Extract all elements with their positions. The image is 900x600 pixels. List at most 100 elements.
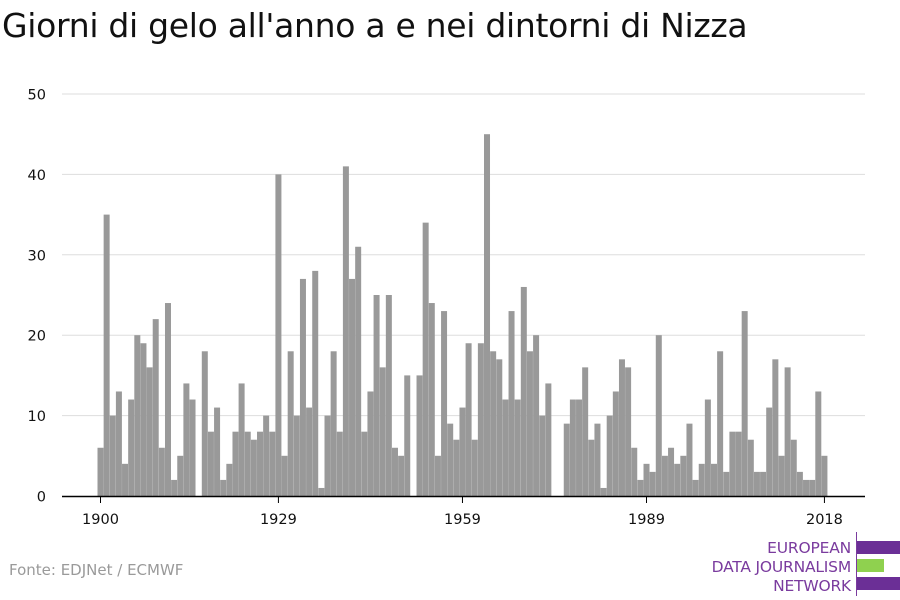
y-tick-label: 10 bbox=[28, 409, 46, 425]
bar-1950 bbox=[404, 375, 411, 496]
x-tick-label: 1959 bbox=[444, 512, 481, 528]
bar-1928 bbox=[269, 431, 276, 496]
bar-1990 bbox=[649, 471, 656, 496]
bar-1989 bbox=[643, 463, 650, 496]
bar-2001 bbox=[717, 351, 724, 496]
bar-1924 bbox=[244, 431, 251, 496]
bar-1905 bbox=[128, 399, 135, 496]
bar-1927 bbox=[263, 415, 270, 496]
bar-1970 bbox=[526, 351, 533, 496]
bar-1984 bbox=[612, 391, 619, 496]
bar-1929 bbox=[275, 174, 282, 496]
bar-1987 bbox=[631, 447, 638, 496]
bar-1972 bbox=[539, 415, 546, 496]
bars bbox=[97, 134, 828, 497]
bar-1942 bbox=[355, 246, 362, 496]
bar-1935 bbox=[312, 270, 319, 496]
bar-1977 bbox=[569, 399, 576, 496]
bar-1982 bbox=[600, 487, 607, 496]
bar-1914 bbox=[183, 383, 190, 496]
bar-1943 bbox=[361, 431, 368, 496]
bar-1953 bbox=[422, 222, 429, 496]
bar-1936 bbox=[318, 487, 325, 496]
bar-2015 bbox=[803, 479, 810, 496]
bar-1932 bbox=[293, 415, 300, 496]
edjnet-logo[interactable]: EUROPEAN DATA JOURNALISM NETWORK bbox=[700, 530, 900, 596]
bar-1979 bbox=[582, 367, 589, 496]
x-axis: 1900 1929 1959 1989 2018 bbox=[62, 495, 865, 528]
bar-1920 bbox=[220, 479, 227, 496]
bar-1968 bbox=[514, 399, 521, 496]
bar-1991 bbox=[655, 335, 662, 496]
bar-1962 bbox=[477, 343, 484, 496]
bar-2010 bbox=[772, 359, 779, 496]
bar-1910 bbox=[158, 447, 165, 496]
bar-1903 bbox=[115, 391, 122, 496]
bar-1973 bbox=[545, 383, 552, 496]
x-tick-label: 1989 bbox=[628, 512, 665, 528]
bar-2008 bbox=[760, 471, 767, 496]
bar-1946 bbox=[379, 367, 386, 496]
bar-1954 bbox=[428, 303, 435, 496]
y-tick-label: 0 bbox=[37, 490, 46, 506]
y-tick-label: 30 bbox=[28, 248, 46, 264]
bar-1948 bbox=[391, 447, 398, 496]
bar-1956 bbox=[441, 311, 448, 496]
bar-1931 bbox=[287, 351, 294, 496]
logo-text-network: NETWORK bbox=[773, 577, 851, 595]
x-tick-label: 2018 bbox=[806, 512, 843, 528]
bar-1934 bbox=[306, 407, 313, 496]
x-tick-label: 1929 bbox=[260, 512, 297, 528]
bar-2004 bbox=[735, 431, 742, 496]
bar-1960 bbox=[465, 343, 472, 496]
bar-1947 bbox=[385, 295, 392, 496]
bar-2012 bbox=[784, 367, 791, 496]
bar-1918 bbox=[207, 431, 214, 496]
bar-1995 bbox=[680, 455, 687, 496]
bar-1988 bbox=[637, 479, 644, 496]
bar-1919 bbox=[214, 407, 221, 496]
bar-1923 bbox=[238, 383, 245, 496]
bar-2009 bbox=[766, 407, 773, 496]
bar-1955 bbox=[434, 455, 441, 496]
x-tick-label: 1900 bbox=[82, 512, 119, 528]
bar-1965 bbox=[496, 359, 503, 496]
gridlines bbox=[62, 93, 865, 417]
bar-1978 bbox=[576, 399, 583, 496]
bar-1981 bbox=[594, 423, 601, 496]
y-axis-ticks: 0 10 20 30 40 50 bbox=[28, 88, 46, 506]
bar-1900 bbox=[97, 447, 104, 496]
logo-stripe-purple-top bbox=[857, 541, 900, 554]
bar-1958 bbox=[453, 439, 460, 496]
bar-1901 bbox=[103, 214, 110, 496]
bar-1993 bbox=[668, 447, 675, 496]
bar-1986 bbox=[625, 367, 632, 496]
bar-1971 bbox=[533, 335, 540, 496]
bar-1952 bbox=[416, 375, 423, 496]
bar-2000 bbox=[711, 463, 717, 496]
bar-2002 bbox=[723, 471, 730, 496]
bar-1949 bbox=[398, 455, 405, 496]
y-tick-label: 20 bbox=[28, 329, 46, 345]
bar-1937 bbox=[324, 415, 331, 496]
bar-1976 bbox=[563, 423, 570, 496]
bar-1964 bbox=[490, 351, 497, 496]
y-tick-label: 50 bbox=[28, 88, 46, 104]
bar-1908 bbox=[146, 367, 153, 496]
bar-1985 bbox=[618, 359, 625, 496]
bar-1994 bbox=[674, 463, 681, 496]
bar-1907 bbox=[140, 343, 147, 496]
bar-1997 bbox=[692, 479, 699, 496]
bar-1963 bbox=[484, 134, 491, 496]
bar-1926 bbox=[257, 431, 264, 496]
bar-1996 bbox=[686, 423, 693, 496]
bar-2005 bbox=[741, 311, 748, 496]
bar-1911 bbox=[164, 303, 171, 496]
bar-2006 bbox=[747, 439, 754, 496]
bar-1938 bbox=[330, 351, 337, 496]
bar-2014 bbox=[796, 471, 803, 496]
source-note: Fonte: EDJNet / ECMWF bbox=[9, 561, 184, 579]
bar-1913 bbox=[177, 455, 184, 496]
bar-1969 bbox=[520, 286, 527, 496]
